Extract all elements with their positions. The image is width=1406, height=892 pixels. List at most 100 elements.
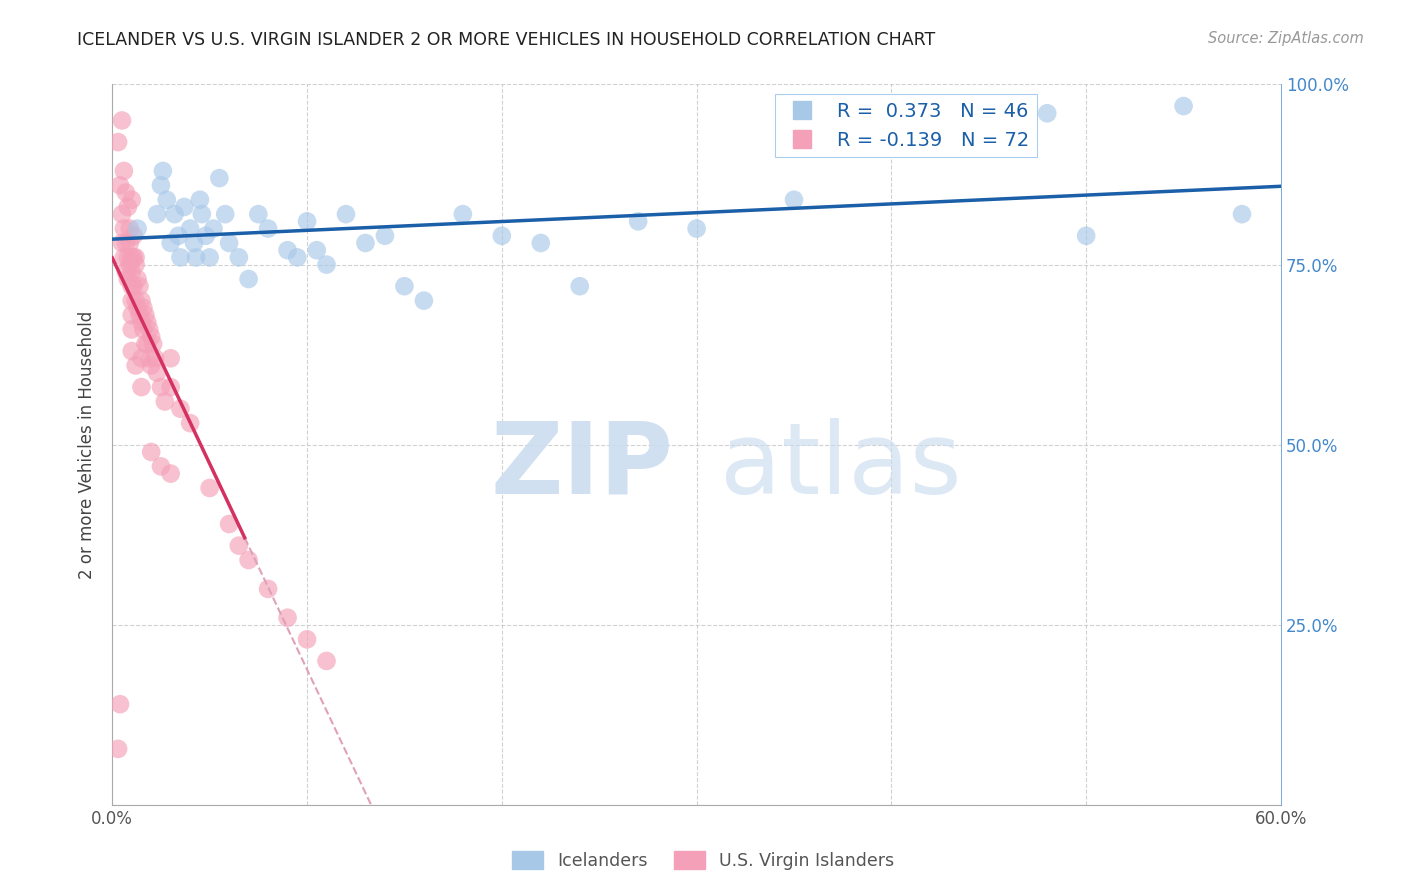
Point <box>295 632 318 647</box>
Point <box>115 265 138 279</box>
Point <box>159 380 181 394</box>
Point <box>131 315 153 329</box>
Point <box>218 235 240 250</box>
Point <box>202 221 225 235</box>
Point <box>107 742 129 756</box>
Point <box>228 539 250 553</box>
Point <box>188 193 211 207</box>
Point <box>1076 228 1098 243</box>
Point <box>198 481 221 495</box>
Point <box>627 214 650 228</box>
Point <box>122 251 145 265</box>
Point <box>159 235 181 250</box>
Point <box>335 207 357 221</box>
Point <box>1036 106 1059 120</box>
Y-axis label: 2 or more Vehicles in Household: 2 or more Vehicles in Household <box>79 310 96 579</box>
Point <box>121 322 143 336</box>
Point <box>315 258 337 272</box>
Text: Source: ZipAtlas.com: Source: ZipAtlas.com <box>1208 31 1364 46</box>
Point <box>128 279 150 293</box>
Point <box>124 251 146 265</box>
Point <box>132 322 155 336</box>
Point <box>315 654 337 668</box>
Point <box>143 351 166 366</box>
Point <box>121 265 143 279</box>
Point <box>167 228 190 243</box>
Legend: R =  0.373   N = 46, R = -0.139   N = 72: R = 0.373 N = 46, R = -0.139 N = 72 <box>775 95 1038 158</box>
Point <box>124 258 146 272</box>
Point <box>124 359 146 373</box>
Point <box>121 308 143 322</box>
Point <box>138 351 160 366</box>
Point <box>1230 207 1253 221</box>
Point <box>149 459 172 474</box>
Point <box>127 301 149 315</box>
Point <box>141 329 163 343</box>
Point <box>128 308 150 322</box>
Point <box>354 235 377 250</box>
Point <box>153 394 176 409</box>
Point <box>142 337 165 351</box>
Point <box>115 186 138 200</box>
Point <box>238 272 260 286</box>
Point <box>169 251 191 265</box>
Text: ICELANDER VS U.S. VIRGIN ISLANDER 2 OR MORE VEHICLES IN HOUSEHOLD CORRELATION CH: ICELANDER VS U.S. VIRGIN ISLANDER 2 OR M… <box>77 31 935 49</box>
Point <box>149 380 172 394</box>
Point <box>412 293 434 308</box>
Point <box>118 221 141 235</box>
Point <box>194 228 217 243</box>
Point <box>111 235 134 250</box>
Point <box>146 207 169 221</box>
Point <box>163 207 186 221</box>
Point <box>121 293 143 308</box>
Point <box>111 113 134 128</box>
Point <box>183 235 205 250</box>
Point <box>491 228 513 243</box>
Point <box>685 221 707 235</box>
Point <box>108 178 131 193</box>
Point <box>141 445 163 459</box>
Point <box>122 228 145 243</box>
Point <box>238 553 260 567</box>
Legend: Icelanders, U.S. Virgin Islanders: Icelanders, U.S. Virgin Islanders <box>503 843 903 879</box>
Point <box>121 279 143 293</box>
Point <box>179 221 201 235</box>
Point <box>107 135 129 149</box>
Point <box>121 251 143 265</box>
Point <box>132 301 155 315</box>
Point <box>218 516 240 531</box>
Point <box>115 235 138 250</box>
Point <box>152 164 174 178</box>
Point <box>118 235 141 250</box>
Point <box>146 366 169 380</box>
Point <box>136 337 159 351</box>
Point <box>277 243 299 257</box>
Point <box>159 467 181 481</box>
Point <box>112 221 135 235</box>
Point <box>134 337 156 351</box>
Point <box>136 315 159 329</box>
Point <box>277 611 299 625</box>
Point <box>257 582 280 596</box>
Point <box>191 207 214 221</box>
Point <box>131 380 153 394</box>
Point <box>141 359 163 373</box>
Point <box>122 279 145 293</box>
Point <box>208 171 231 186</box>
Point <box>131 351 153 366</box>
Point <box>159 351 181 366</box>
Point <box>247 207 270 221</box>
Point <box>198 251 221 265</box>
Point <box>257 221 280 235</box>
Point <box>179 416 201 430</box>
Point <box>451 207 474 221</box>
Point <box>121 193 143 207</box>
Point <box>1173 99 1195 113</box>
Point <box>374 228 396 243</box>
Point <box>173 200 195 214</box>
Point <box>121 344 143 359</box>
Point <box>134 308 156 322</box>
Point <box>117 272 139 286</box>
Point <box>112 164 135 178</box>
Point <box>149 178 172 193</box>
